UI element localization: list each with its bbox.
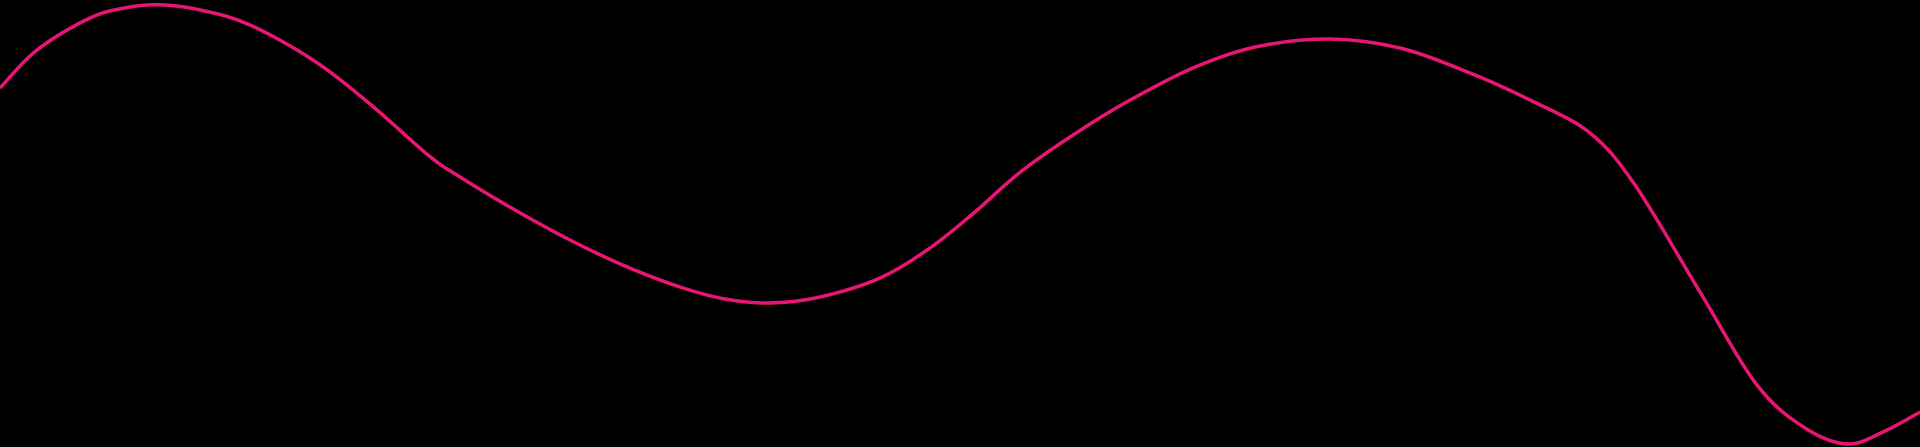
curve-canvas (0, 2, 1920, 446)
curve-line (0, 2, 1920, 446)
canvas-background (0, 0, 1920, 447)
